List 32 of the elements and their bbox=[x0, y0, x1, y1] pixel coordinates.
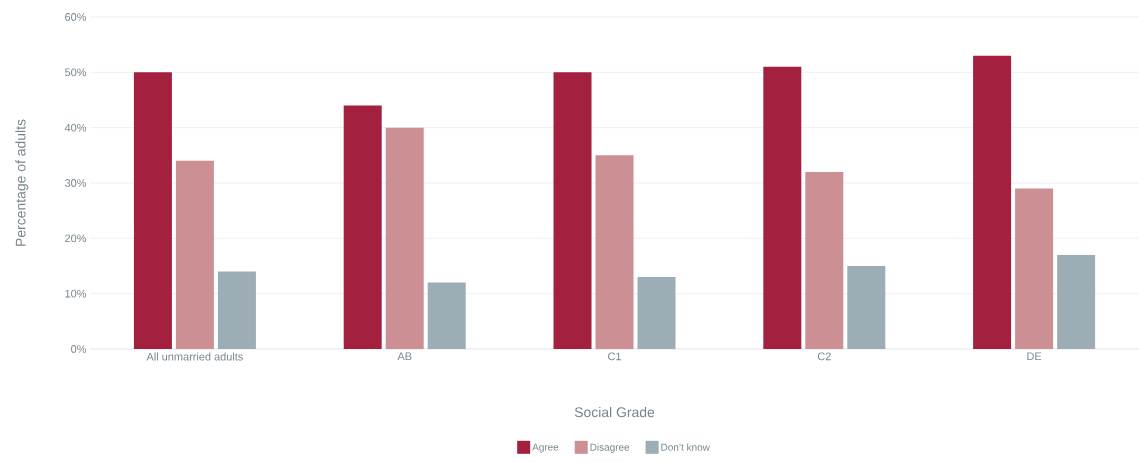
bar bbox=[427, 282, 466, 349]
x-axis-title: Social Grade bbox=[574, 406, 655, 418]
y-tick-label: 20% bbox=[65, 234, 87, 243]
bar bbox=[385, 127, 424, 349]
bar bbox=[553, 72, 592, 349]
legend-label: Disagree bbox=[590, 443, 630, 453]
bar bbox=[973, 55, 1012, 349]
y-tick-label: 60% bbox=[65, 13, 87, 21]
y-tick-label: 0% bbox=[71, 345, 87, 353]
legend-label: Don’t know bbox=[661, 443, 710, 451]
bar bbox=[217, 271, 256, 349]
x-tick-label: All unmarried adults bbox=[146, 352, 243, 361]
bar bbox=[595, 155, 634, 349]
x-tick-label: C2 bbox=[817, 352, 831, 361]
bar bbox=[1015, 188, 1054, 349]
y-tick-label: 50% bbox=[65, 68, 87, 77]
x-tick-label: C1 bbox=[608, 352, 621, 361]
y-tick-label: 10% bbox=[65, 289, 87, 298]
legend-label: Agree bbox=[532, 443, 559, 453]
bar bbox=[847, 265, 886, 349]
y-axis-title: Percentage of adults bbox=[15, 119, 29, 246]
bar bbox=[805, 171, 844, 349]
x-tick-label: AB bbox=[397, 352, 412, 361]
bar bbox=[175, 160, 214, 349]
bar bbox=[343, 105, 382, 349]
bar bbox=[1057, 254, 1096, 349]
bar bbox=[133, 72, 172, 349]
y-tick-label: 30% bbox=[64, 179, 87, 187]
y-tick-label: 40% bbox=[64, 123, 87, 132]
bar bbox=[763, 66, 802, 349]
bar bbox=[637, 277, 676, 349]
x-tick-label: DE bbox=[1027, 352, 1042, 361]
